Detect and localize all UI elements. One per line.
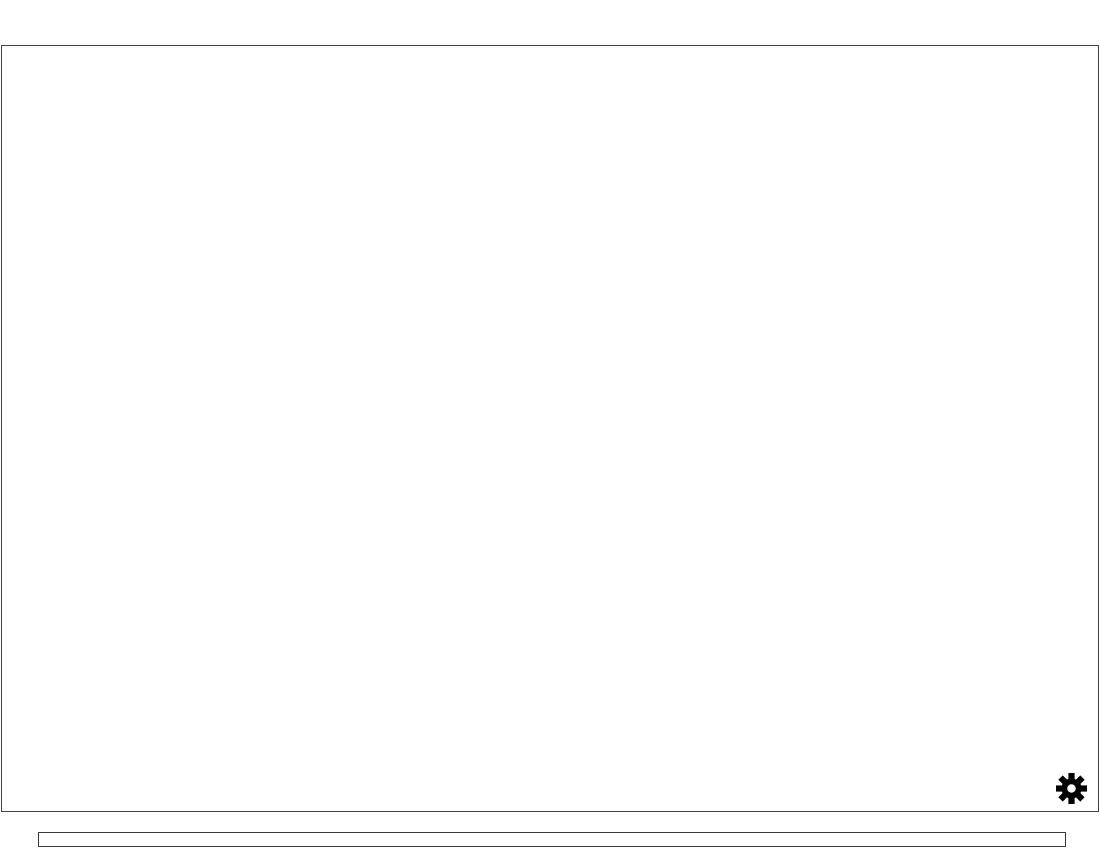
colorbar-tick-labels [0,816,1100,831]
gear-icon [1056,769,1087,804]
colorbar [38,832,1066,847]
pivotal-weather-logo [1054,763,1088,804]
map-canvas [1,45,1099,812]
map-svg [2,46,1098,811]
